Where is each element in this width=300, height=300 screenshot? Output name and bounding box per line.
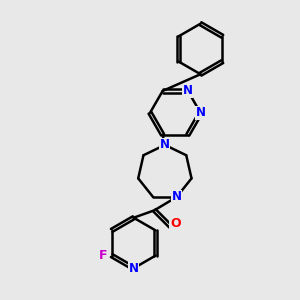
Text: N: N xyxy=(160,138,170,152)
Text: N: N xyxy=(172,190,182,203)
Text: N: N xyxy=(196,106,206,119)
Text: F: F xyxy=(99,249,108,262)
Text: N: N xyxy=(183,85,193,98)
Text: O: O xyxy=(170,217,181,230)
Text: N: N xyxy=(129,262,139,275)
